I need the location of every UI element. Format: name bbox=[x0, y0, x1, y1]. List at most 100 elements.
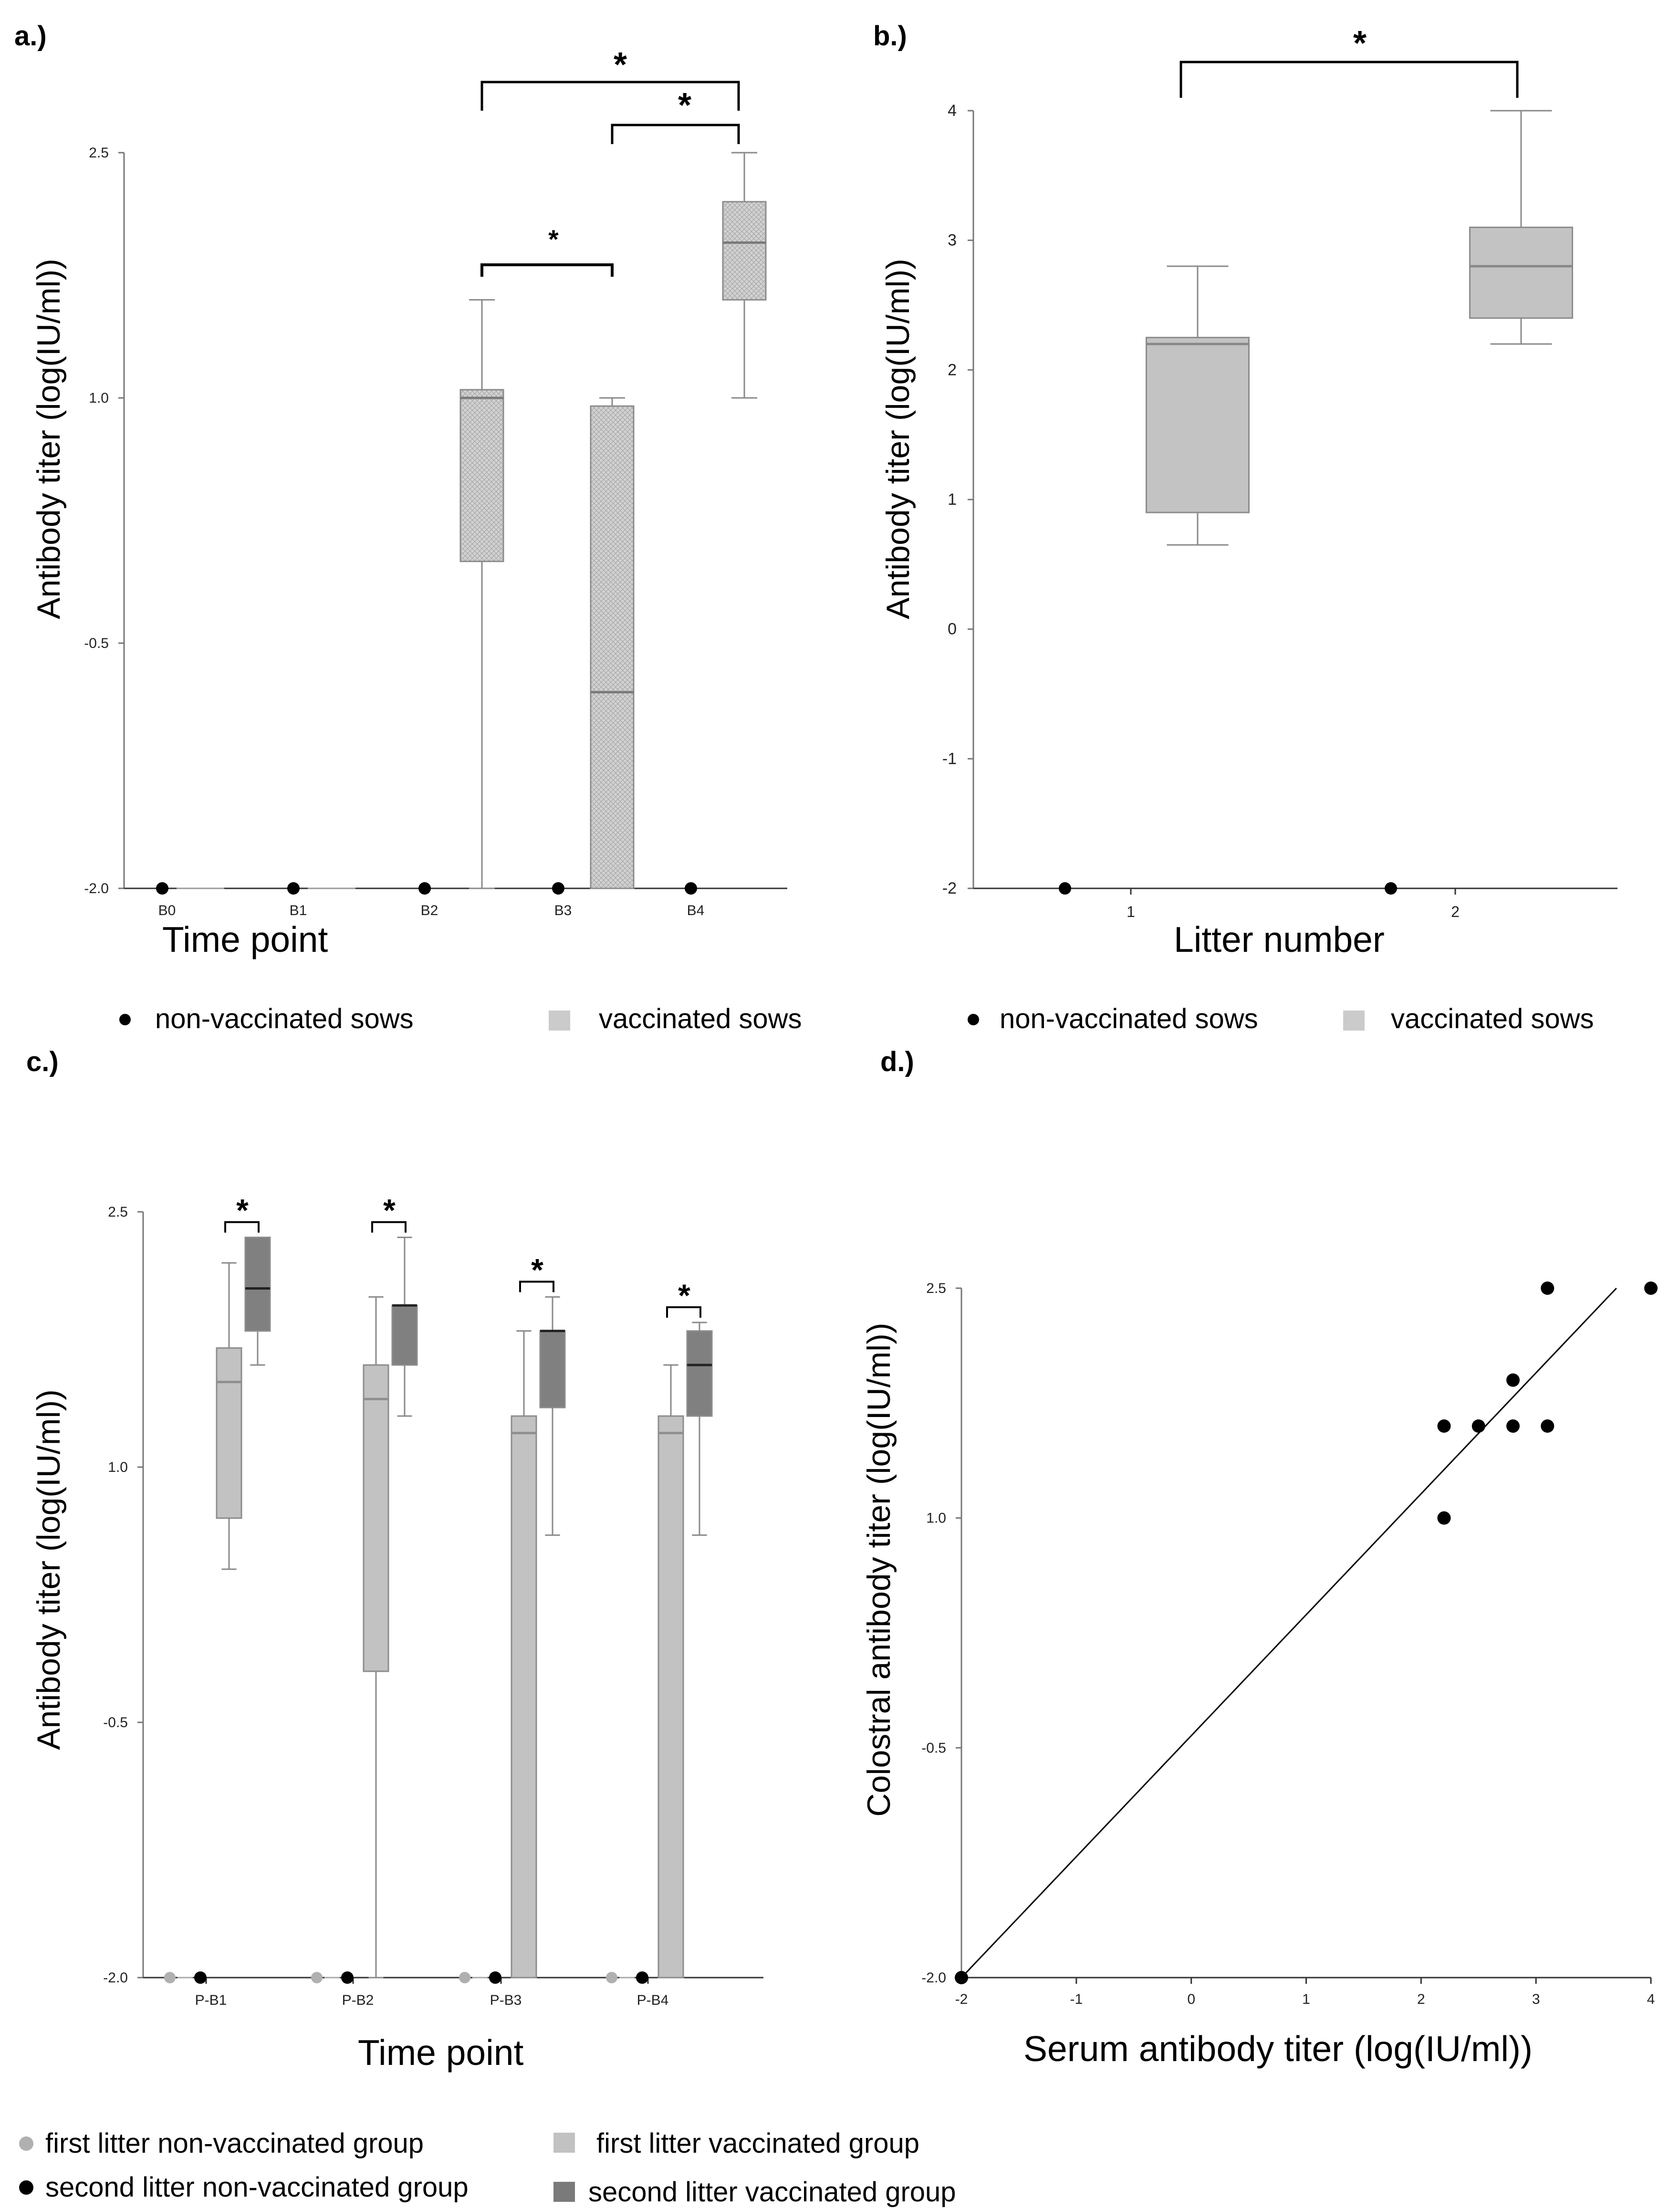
c-first-nonvacc-point bbox=[311, 1972, 323, 1983]
d-scatter-point bbox=[1437, 1419, 1451, 1433]
legend-c-second-nonvacc-marker bbox=[19, 2180, 33, 2195]
a-x-tick-label: B3 bbox=[554, 903, 572, 918]
legend-a-nonvacc-marker bbox=[119, 1014, 131, 1025]
b-box-2-box bbox=[1469, 227, 1573, 319]
b-nonvacc-point bbox=[1059, 882, 1071, 895]
d-y-tick-label: 1.0 bbox=[926, 1511, 946, 1526]
a-xlabel: Time point bbox=[162, 919, 328, 959]
d-scatter-point bbox=[1506, 1373, 1520, 1387]
d-xlabel: Serum antibody titer (log(IU/ml)) bbox=[1023, 2029, 1533, 2069]
legend-b-nonvacc-marker bbox=[968, 1014, 979, 1025]
a-nonvacc-point bbox=[156, 882, 168, 895]
c-star-P-B3: * bbox=[531, 1252, 543, 1287]
c-star-P-B2: * bbox=[383, 1193, 396, 1228]
a-bracket-b3-b4 bbox=[611, 124, 740, 144]
b-x-tick-label: 2 bbox=[1451, 903, 1460, 920]
c-first-vacc-box-P-B3-box bbox=[511, 1415, 537, 1979]
b-y-tick-label: -2 bbox=[942, 879, 957, 897]
c-first-vacc-box-P-B1-box bbox=[216, 1347, 242, 1519]
d-x-tick-label: -1 bbox=[1070, 1991, 1083, 2007]
b-y-tick-label: 0 bbox=[948, 620, 957, 638]
legend-a-vacc-marker bbox=[549, 1011, 570, 1031]
a-star-b3-b4: * bbox=[678, 86, 691, 125]
c-xlabel: Time point bbox=[358, 2032, 524, 2073]
legend-c-first-nonvacc-label: first litter non-vaccinated group bbox=[45, 2128, 424, 2159]
b-box-1-box bbox=[1146, 336, 1250, 513]
d-scatter-point bbox=[1471, 1419, 1485, 1433]
c-first-nonvacc-point bbox=[164, 1972, 176, 1983]
d-x-tick-label: 0 bbox=[1187, 1991, 1195, 2007]
c-bracket-P-B4 bbox=[666, 1306, 701, 1318]
b-y-tick-label: 4 bbox=[948, 102, 957, 120]
panel-label-b: b.) bbox=[873, 21, 907, 52]
legend-c-second-nonvacc-label: second litter non-vaccinated group bbox=[45, 2172, 469, 2203]
d-x-tick-label: 4 bbox=[1647, 1991, 1655, 2007]
c-second-vacc-box-P-B1-box bbox=[244, 1237, 271, 1332]
c-x-tick-label: P-B2 bbox=[342, 1992, 374, 2008]
a-bracket-b2-b3 bbox=[480, 263, 614, 277]
panel-a-chart: -2.0 -0.5 1.0 2.5 B0 B1 B2 B3 B4 * * * bbox=[84, 46, 787, 918]
a-box-B3-box bbox=[590, 405, 635, 889]
a-nonvacc-point bbox=[685, 882, 697, 895]
c-second-vacc-box-P-B4-box bbox=[686, 1330, 713, 1417]
d-x-tick-label: 3 bbox=[1532, 1991, 1540, 2007]
legend-c-first-vacc-label: first litter vaccinated group bbox=[596, 2128, 919, 2159]
a-x-tick-label: B4 bbox=[687, 903, 705, 918]
d-y-tick-label: -0.5 bbox=[921, 1740, 946, 1756]
legend-a-nonvacc-label: non-vaccinated sows bbox=[155, 1003, 414, 1034]
panel-label-a: a.) bbox=[14, 21, 47, 52]
a-star-b2-b4: * bbox=[614, 46, 627, 84]
b-star-1-2: * bbox=[1353, 24, 1367, 63]
c-first-vacc-box-P-B2-box bbox=[363, 1364, 389, 1672]
c-second-nonvacc-point bbox=[636, 1971, 648, 1984]
c-bracket-P-B3 bbox=[519, 1281, 554, 1292]
legend-c-second-vacc-marker bbox=[553, 2182, 575, 2202]
c-second-vacc-box-P-B3-box bbox=[539, 1330, 566, 1408]
d-scatter-point bbox=[955, 1971, 968, 1984]
c-second-nonvacc-point bbox=[341, 1971, 354, 1984]
b-xlabel: Litter number bbox=[1174, 919, 1385, 959]
c-bracket-P-B2 bbox=[371, 1221, 407, 1233]
b-x-tick-label: 1 bbox=[1127, 903, 1135, 920]
c-first-nonvacc-point bbox=[459, 1972, 470, 1983]
d-y-tick-label: 2.5 bbox=[926, 1281, 946, 1296]
c-x-tick-label: P-B4 bbox=[637, 1992, 669, 2008]
d-fit-line bbox=[960, 1287, 1617, 1979]
a-nonvacc-point bbox=[418, 882, 431, 895]
d-scatter-point bbox=[1541, 1419, 1555, 1433]
c-second-nonvacc-point bbox=[489, 1971, 501, 1984]
legend-c-first-vacc-marker bbox=[553, 2133, 575, 2153]
c-bracket-P-B1 bbox=[224, 1221, 260, 1233]
b-nonvacc-point bbox=[1385, 882, 1397, 895]
panel-label-c: c.) bbox=[26, 1046, 59, 1077]
panel-c-chart: -2.0 -0.5 1.0 2.5 P-B1 * P-B2 * P-B3 * P-B4 * bbox=[103, 1193, 763, 2008]
c-y-tick-label: 2.5 bbox=[108, 1204, 128, 1220]
d-ylabel: Colostral antibody titer (log(IU/ml)) bbox=[861, 1323, 897, 1816]
legend-c-second-vacc-label: second litter vaccinated group bbox=[588, 2177, 956, 2208]
legend-a-vacc-label: vaccinated sows bbox=[599, 1003, 802, 1034]
legend-b-nonvacc-label: non-vaccinated sows bbox=[1000, 1003, 1258, 1034]
a-y-tick-label: -2.0 bbox=[84, 881, 109, 896]
b-ylabel: Antibody titer (log(IU/ml)) bbox=[880, 259, 916, 619]
b-y-tick-label: 2 bbox=[948, 361, 957, 379]
a-x-tick-label: B2 bbox=[421, 903, 438, 918]
a-y-tick-label: 1.0 bbox=[89, 390, 109, 406]
d-x-tick-label: 1 bbox=[1302, 1991, 1310, 2007]
c-second-nonvacc-point bbox=[194, 1971, 207, 1984]
a-y-tick-label: 2.5 bbox=[89, 145, 109, 161]
panel-d-chart: -2.0 -0.5 1.0 2.5 -2 -1 0 1 2 3 4 bbox=[921, 1281, 1658, 2007]
b-bracket-1-2 bbox=[1179, 61, 1519, 98]
panel-b-chart: -2 -1 0 1 2 3 4 1 2 * bbox=[942, 24, 1617, 920]
d-x-tick-label: 2 bbox=[1417, 1991, 1425, 2007]
c-star-P-B1: * bbox=[236, 1193, 249, 1228]
c-y-tick-label: 1.0 bbox=[108, 1459, 128, 1475]
c-x-tick-label: P-B1 bbox=[195, 1992, 227, 2008]
a-star-b2-b3: * bbox=[548, 224, 559, 254]
d-scatter-point bbox=[1644, 1282, 1658, 1295]
legend-c-first-nonvacc-marker bbox=[19, 2136, 33, 2151]
panel-label-d: d.) bbox=[880, 1046, 914, 1077]
c-star-P-B4: * bbox=[678, 1278, 690, 1313]
b-y-tick-label: -1 bbox=[942, 750, 957, 768]
a-box-B2-box bbox=[459, 389, 504, 563]
